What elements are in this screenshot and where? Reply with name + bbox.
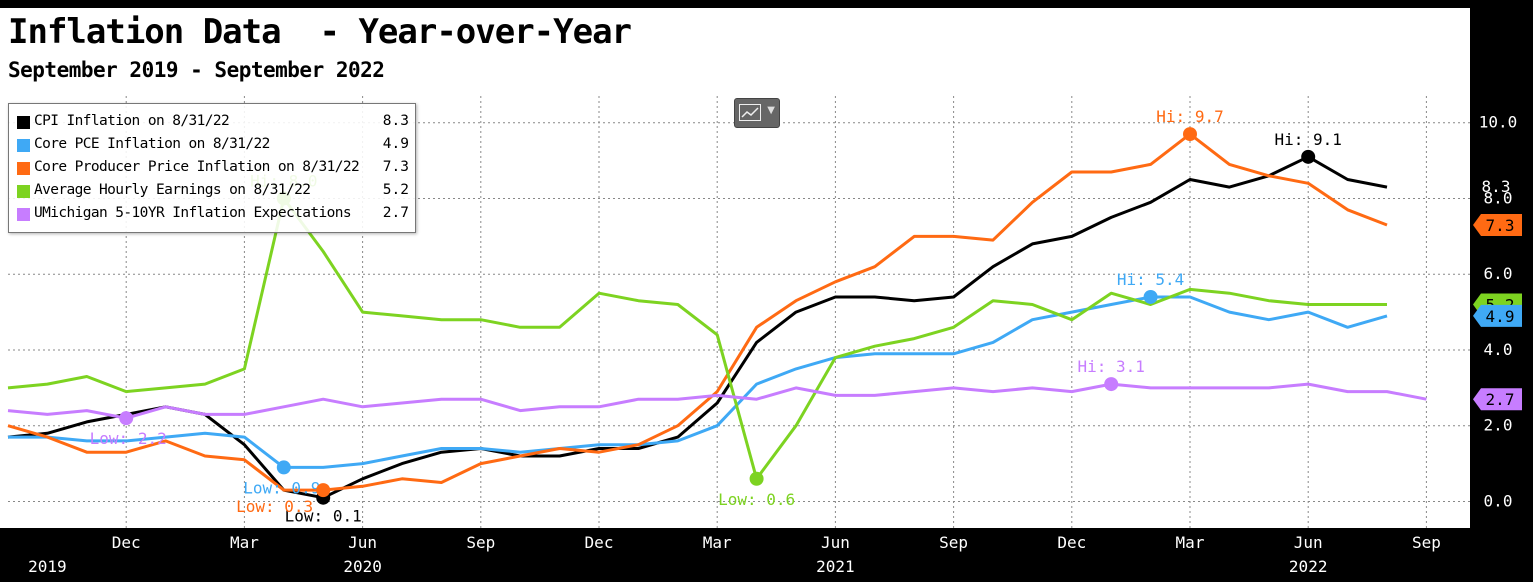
last-value-tag-shape bbox=[1473, 213, 1522, 236]
x-tick-label: Sep bbox=[466, 533, 495, 552]
legend-label: Average Hourly Earnings on 8/31/22 bbox=[34, 182, 311, 198]
x-tick-label: Dec bbox=[585, 533, 614, 552]
annotation-marker bbox=[119, 411, 134, 426]
legend-value: 4.9 bbox=[382, 136, 409, 152]
plot-area bbox=[0, 8, 1470, 528]
annotation-label: Hi: 9.7 bbox=[1156, 107, 1223, 126]
x-year-label: 2021 bbox=[816, 557, 855, 576]
legend-item: Core Producer Price Inflation on 8/31/22… bbox=[17, 158, 409, 178]
series-line-4 bbox=[7, 382, 1427, 420]
x-axis-panel bbox=[0, 528, 1533, 582]
annotation-label: Hi: 3.1 bbox=[1077, 357, 1144, 376]
top-bar bbox=[0, 0, 1533, 8]
annotation-label: Hi: 9.1 bbox=[1274, 130, 1341, 149]
annotation-marker bbox=[1183, 127, 1197, 142]
annotation-label: Low: 0.3 bbox=[236, 497, 313, 516]
x-tick-label: Sep bbox=[1412, 533, 1441, 552]
chevron-down-icon: ▼ bbox=[767, 105, 775, 116]
legend-item: CPI Inflation on 8/31/22 8.3 bbox=[17, 112, 409, 132]
last-value-tag-text: 2.7 bbox=[1486, 390, 1515, 409]
legend-item: Core PCE Inflation on 8/31/22 4.9 bbox=[17, 135, 409, 155]
legend-value: 2.7 bbox=[382, 205, 409, 221]
y-tick-label: 10.0 bbox=[1479, 113, 1518, 132]
y-tick-label: 6.0 bbox=[1484, 264, 1513, 283]
x-tick-label: Jun bbox=[1294, 533, 1323, 552]
y-tick-label: 8.0 bbox=[1484, 188, 1513, 207]
x-tick-label: Dec bbox=[112, 533, 141, 552]
y-tick-label: 4.0 bbox=[1484, 340, 1513, 359]
legend-swatch bbox=[17, 139, 30, 152]
x-tick-label: Mar bbox=[1176, 533, 1205, 552]
last-value-tag: 4.9 bbox=[1473, 304, 1522, 327]
series-line-2 bbox=[7, 132, 1388, 492]
x-tick-label: Mar bbox=[230, 533, 259, 552]
last-value-tag: 7.3 bbox=[1473, 213, 1522, 236]
y-tick-label: 0.0 bbox=[1484, 491, 1513, 510]
y-tick-label: 2.0 bbox=[1484, 416, 1513, 435]
chart-title: Inflation Data - Year-over-Year bbox=[8, 12, 632, 52]
last-value-tag-text: 4.9 bbox=[1486, 307, 1515, 326]
annotation-marker bbox=[276, 460, 291, 475]
last-value-tag-shape bbox=[1473, 388, 1522, 411]
annotation-label: Low: 0.6 bbox=[718, 490, 795, 509]
annotation-label: Low: 0.9 bbox=[243, 478, 320, 497]
last-value-tag-text: 7.3 bbox=[1486, 216, 1515, 235]
legend-item: Average Hourly Earnings on 8/31/22 5.2 bbox=[17, 181, 409, 201]
last-value-tag-shape bbox=[1473, 304, 1522, 327]
x-year-label: 2022 bbox=[1289, 557, 1328, 576]
chart-type-button[interactable]: ▼ bbox=[734, 98, 780, 128]
x-tick-label: Jun bbox=[348, 533, 377, 552]
x-year-label: 2019 bbox=[28, 557, 67, 576]
legend-label: CPI Inflation on 8/31/22 bbox=[34, 113, 230, 129]
x-year-label: 2020 bbox=[343, 557, 382, 576]
legend-label: Core Producer Price Inflation on 8/31/22 bbox=[34, 159, 360, 175]
annotation-marker bbox=[749, 471, 764, 486]
chart-subtitle: September 2019 - September 2022 bbox=[8, 58, 385, 82]
annotation-label: Hi: 5.4 bbox=[1117, 270, 1184, 289]
legend: CPI Inflation on 8/31/22 8.3 Core PCE In… bbox=[8, 103, 416, 233]
line-chart-icon bbox=[739, 104, 761, 121]
last-value-tag: 2.7 bbox=[1473, 388, 1522, 411]
legend-swatch bbox=[17, 116, 30, 129]
annotation-label: Low: 2.2 bbox=[90, 429, 167, 448]
legend-value: 7.3 bbox=[382, 159, 409, 175]
legend-swatch bbox=[17, 162, 30, 175]
annotation-label: Low: 0.1 bbox=[285, 507, 362, 526]
x-tick-label: Dec bbox=[1057, 533, 1086, 552]
legend-swatch bbox=[17, 185, 30, 198]
annotation-marker bbox=[1104, 377, 1119, 392]
legend-swatch bbox=[17, 208, 30, 221]
legend-value: 5.2 bbox=[382, 182, 409, 198]
series-line-0 bbox=[7, 155, 1388, 500]
series-line-3 bbox=[7, 197, 1387, 481]
x-tick-label: Sep bbox=[939, 533, 968, 552]
legend-label: Core PCE Inflation on 8/31/22 bbox=[34, 136, 270, 152]
x-tick-label: Jun bbox=[821, 533, 850, 552]
series-line-1 bbox=[8, 295, 1388, 469]
annotation-marker bbox=[1143, 289, 1158, 304]
annotation-marker bbox=[316, 483, 331, 498]
x-tick-label: Mar bbox=[703, 533, 732, 552]
last-value-label: 8.3 bbox=[1482, 177, 1511, 196]
legend-label: UMichigan 5-10YR Inflation Expectations bbox=[34, 205, 352, 221]
legend-item: UMichigan 5-10YR Inflation Expectations … bbox=[17, 204, 409, 224]
legend-value: 8.3 bbox=[382, 113, 409, 129]
annotation-marker bbox=[1301, 149, 1316, 164]
